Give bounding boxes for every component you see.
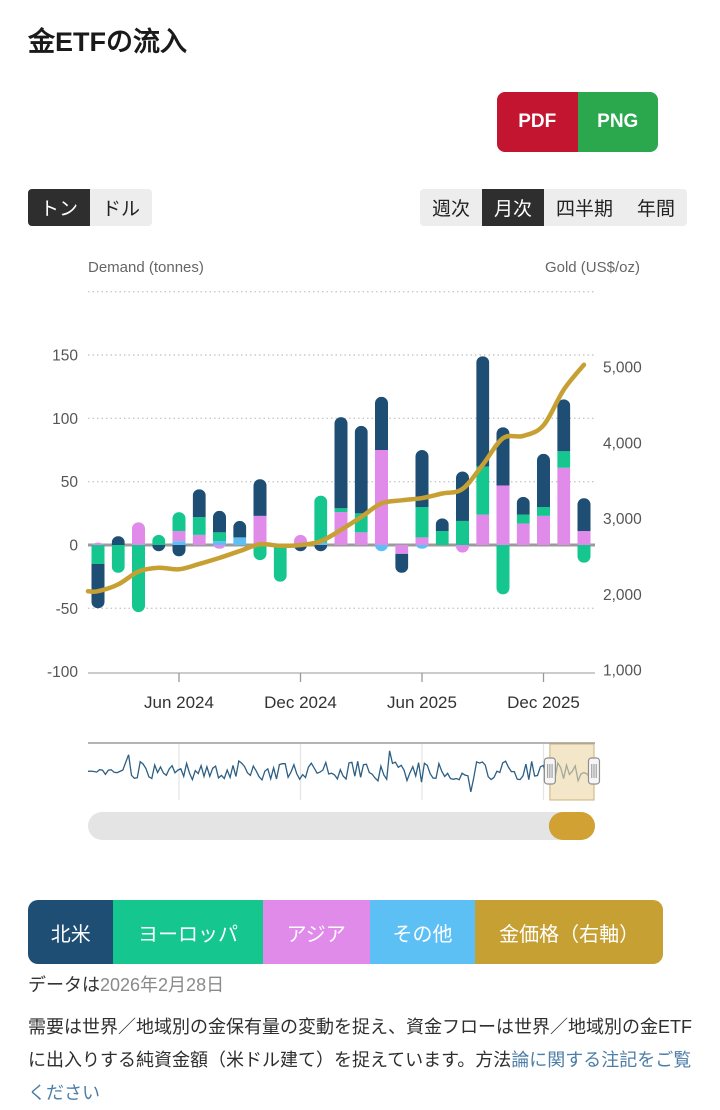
period-tabs: 週次 月次 四半期 年間 [420, 189, 688, 226]
svg-text:Dec 2025: Dec 2025 [507, 693, 580, 712]
svg-text:Dec 2024: Dec 2024 [264, 693, 337, 712]
svg-text:-50: -50 [56, 601, 79, 618]
svg-text:100: 100 [52, 411, 78, 428]
navigator-series [87, 750, 594, 793]
data-as-of-prefix: データは [28, 975, 100, 995]
svg-text:5,000: 5,000 [603, 360, 642, 377]
svg-text:-100: -100 [47, 664, 78, 681]
gold-price-line [85, 362, 587, 594]
svg-text:3,000: 3,000 [603, 511, 642, 528]
page-title: 金ETFの流入 [28, 27, 187, 57]
svg-text:50: 50 [61, 474, 79, 491]
legend-item-gold-price[interactable]: 金価格（右軸） [475, 900, 663, 964]
right-axis-title: Gold (US$/oz) [544, 259, 640, 276]
export-png-button[interactable]: PNG [577, 92, 658, 152]
svg-text:150: 150 [52, 347, 78, 364]
svg-text:1,000: 1,000 [603, 663, 642, 680]
gold-etf-flows-chart[interactable]: 150 100 50 0 -50 -100 5,000 4,000 3,000 2,000 1,00… [0, 250, 720, 854]
navigator-selected-range[interactable] [549, 743, 595, 801]
legend-item-north-america[interactable]: 北米 [28, 900, 114, 964]
tab-weekly[interactable]: 週次 [432, 199, 471, 220]
svg-text:2,000: 2,000 [603, 587, 642, 604]
svg-text:4,000: 4,000 [603, 435, 642, 452]
navigator-handle-right[interactable] [587, 757, 601, 785]
description-text: 需要は世界／地域別の金保有量の変動を捉え、資金フローは世界／地域別の金ETFに出… [28, 1011, 692, 1110]
methodology-note-link[interactable]: 論に関する注記をご覧ください [28, 1050, 692, 1103]
tab-quarterly[interactable]: 四半期 [556, 199, 614, 220]
tab-monthly[interactable]: 月次 [482, 189, 545, 226]
left-axis-title: Demand (tonnes) [88, 259, 204, 276]
description-body: 需要は世界／地域別の金保有量の変動を捉え、資金フローは世界／地域別の金ETFに出… [28, 1017, 692, 1070]
svg-text:0: 0 [69, 538, 78, 555]
data-as-of-date: 2026年2月28日 [100, 975, 225, 995]
navigator-handle-left[interactable] [543, 757, 556, 785]
scrollbar-thumb[interactable] [548, 812, 595, 840]
chart-legend: 北米 ヨーロッパ アジア その他 金価格（右軸） [28, 900, 663, 964]
export-pdf-button[interactable]: PDF [497, 92, 578, 152]
legend-item-europe[interactable]: ヨーロッパ [113, 900, 263, 964]
legend-item-others[interactable]: その他 [369, 900, 476, 964]
svg-text:Jun 2024: Jun 2024 [144, 693, 214, 712]
unit-toggle-dollars[interactable]: ドル [102, 199, 141, 220]
legend-item-asia[interactable]: アジア [262, 900, 370, 964]
svg-text:Jun 2025: Jun 2025 [387, 693, 457, 712]
unit-toggle-tonnes[interactable]: トン [28, 189, 91, 226]
tab-yearly[interactable]: 年間 [637, 199, 676, 220]
unit-toggle: トン ドル [28, 189, 153, 226]
export-button-group: PDF PNG [497, 92, 658, 152]
data-as-of: データは2026年2月28日 [28, 971, 224, 997]
scrollbar-track[interactable] [88, 812, 595, 840]
